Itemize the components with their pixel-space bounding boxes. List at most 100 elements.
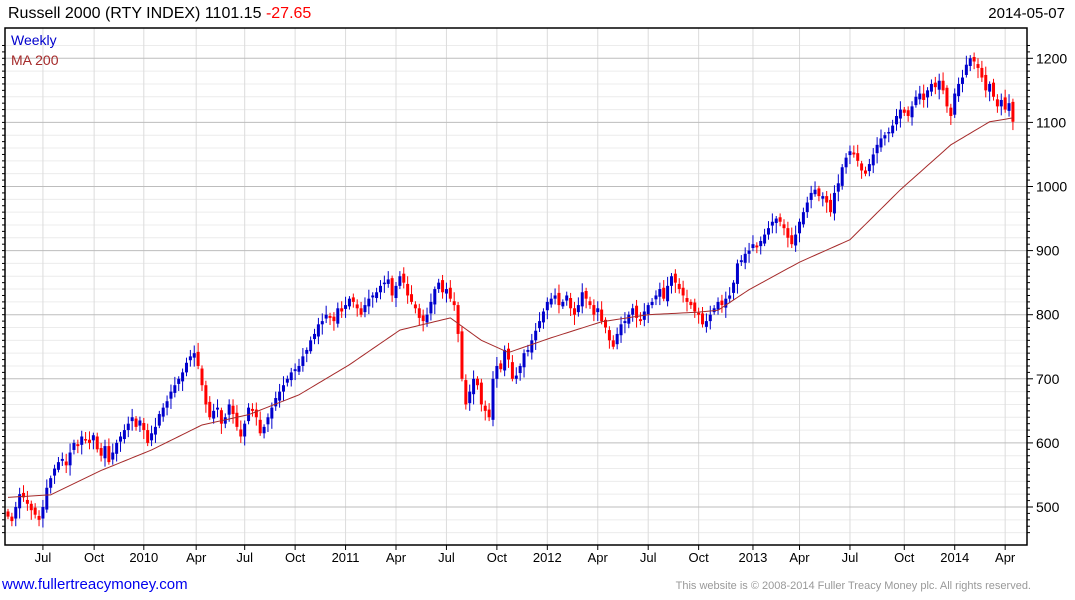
weekly-candle: [922, 84, 926, 108]
website-link[interactable]: www.fullertreacymoney.com: [2, 576, 188, 593]
weekly-candle: [258, 411, 262, 436]
candle-body: [305, 349, 309, 354]
candle-body: [988, 83, 992, 92]
candle-body: [437, 282, 441, 290]
weekly-candle: [623, 312, 627, 334]
weekly-candle: [336, 302, 340, 328]
candle-body: [444, 289, 448, 294]
candle-body: [906, 110, 910, 116]
candle-body: [611, 340, 615, 347]
x-tick-label: 2014: [940, 550, 969, 565]
weekly-candle: [728, 287, 732, 304]
weekly-candle: [770, 213, 774, 234]
weekly-candle: [553, 288, 557, 305]
candle-body: [316, 324, 320, 337]
candle-body: [126, 423, 130, 431]
candle-body: [739, 260, 743, 263]
weekly-candle: [33, 503, 37, 519]
candle-body: [394, 285, 398, 299]
candle-body: [863, 170, 867, 174]
weekly-candle: [84, 432, 88, 444]
candle-body: [231, 405, 235, 415]
weekly-candle: [887, 127, 891, 143]
weekly-candle: [320, 313, 324, 335]
candle-body: [14, 507, 18, 519]
weekly-candle: [999, 93, 1003, 116]
weekly-candle: [421, 309, 425, 332]
weekly-candle: [95, 432, 99, 453]
weekly-candle: [68, 443, 72, 476]
weekly-candle: [1003, 89, 1007, 113]
weekly-candle: [208, 396, 212, 420]
weekly-candle: [192, 345, 196, 367]
candle-body: [596, 308, 600, 313]
weekly-candle: [984, 66, 988, 98]
candle-body: [922, 93, 926, 100]
candle-body: [413, 304, 417, 309]
candle-body: [336, 308, 340, 324]
weekly-candle: [774, 215, 778, 234]
candle-body: [732, 282, 736, 293]
candle-body: [689, 301, 693, 306]
candle-body: [204, 385, 208, 405]
candle-body: [569, 298, 573, 309]
weekly-candle: [332, 312, 336, 331]
weekly-candle: [250, 403, 254, 417]
candle-body: [22, 492, 26, 498]
weekly-candle: [328, 312, 332, 325]
candle-body: [173, 385, 177, 393]
weekly-candle: [165, 395, 169, 416]
weekly-candle: [475, 376, 479, 390]
weekly-candle: [805, 196, 809, 218]
weekly-candle: [80, 430, 84, 455]
candle-body: [347, 298, 351, 307]
candle-body: [720, 300, 724, 306]
candle-body: [25, 499, 29, 504]
weekly-candle: [309, 336, 313, 354]
weekly-candle: [638, 312, 642, 325]
candle-body: [375, 292, 379, 299]
candle-body: [367, 298, 371, 307]
candle-body: [134, 418, 138, 427]
candle-body: [142, 423, 146, 431]
weekly-candle: [410, 285, 414, 305]
weekly-candle: [177, 376, 181, 391]
candle-body: [662, 287, 666, 299]
candle-body: [545, 301, 549, 311]
candle-body: [871, 154, 875, 166]
candle-body: [669, 276, 673, 286]
weekly-candle: [526, 344, 530, 357]
candle-body: [968, 58, 972, 66]
candle-body: [464, 380, 468, 405]
candle-body: [929, 83, 933, 92]
candle-body: [37, 515, 41, 520]
weekly-candle: [367, 289, 371, 315]
candle-body: [6, 511, 10, 517]
candle-body: [728, 295, 732, 299]
candle-body: [514, 375, 518, 379]
weekly-candle: [580, 283, 584, 314]
candle-body: [297, 365, 301, 372]
candle-body: [635, 305, 639, 318]
candle-body: [49, 478, 53, 488]
weekly-candle: [157, 410, 161, 429]
candle-body: [685, 298, 689, 302]
weekly-candle: [600, 301, 604, 325]
weekly-candle: [666, 276, 670, 307]
weekly-candle: [863, 166, 867, 177]
candle-body: [281, 385, 285, 392]
candle-body: [452, 301, 456, 306]
candle-body: [836, 183, 840, 192]
weekly-candle: [840, 164, 844, 190]
candle-body: [212, 410, 216, 419]
weekly-candle: [355, 299, 359, 317]
candle-body: [666, 285, 670, 302]
candle-body: [262, 426, 266, 434]
candle-body: [122, 430, 126, 440]
weekly-candle: [832, 185, 836, 221]
weekly-candle: [957, 77, 961, 102]
candle-body: [417, 308, 421, 318]
candle-body: [33, 507, 37, 515]
candle-body: [200, 368, 204, 386]
weekly-candle: [344, 296, 348, 318]
